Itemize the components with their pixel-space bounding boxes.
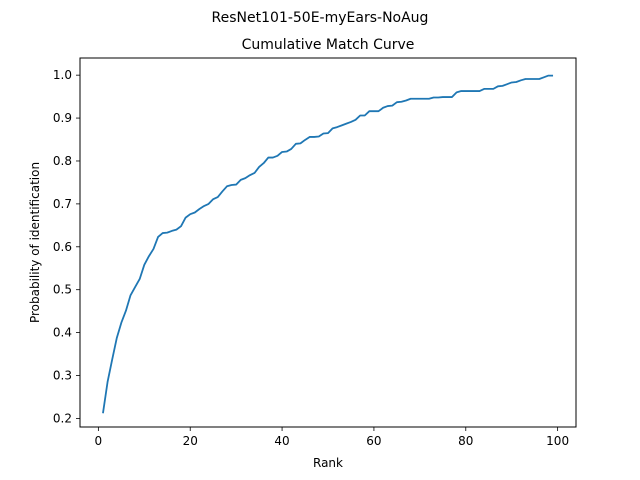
x-tick-label: 80 bbox=[458, 434, 473, 448]
x-tick-label: 0 bbox=[95, 434, 103, 448]
x-axis-ticks: 0 20 40 60 80 100 bbox=[95, 427, 569, 448]
x-axis-label: Rank bbox=[313, 456, 343, 470]
y-tick-label: 0.6 bbox=[53, 240, 72, 254]
x-tick-label: 100 bbox=[546, 434, 569, 448]
x-tick-label: 20 bbox=[183, 434, 198, 448]
y-tick-label: 1.0 bbox=[53, 68, 72, 82]
plot-area bbox=[102, 74, 554, 414]
y-tick-label: 0.2 bbox=[53, 411, 72, 425]
series-line bbox=[102, 74, 554, 414]
y-tick-label: 0.8 bbox=[53, 154, 72, 168]
x-tick-label: 60 bbox=[366, 434, 381, 448]
y-tick-label: 0.7 bbox=[53, 197, 72, 211]
y-axis-ticks: 0.2 0.3 0.4 0.5 0.6 0.7 0.8 0.9 1.0 bbox=[53, 68, 80, 425]
x-tick-label: 40 bbox=[274, 434, 289, 448]
y-axis-label: Probability of identification bbox=[28, 162, 42, 323]
axes-frame bbox=[79, 57, 577, 428]
y-tick-label: 0.9 bbox=[53, 111, 72, 125]
figure-suptitle: ResNet101-50E-myEars-NoAug bbox=[212, 10, 429, 26]
y-tick-label: 0.5 bbox=[53, 283, 72, 297]
chart-title: Cumulative Match Curve bbox=[242, 37, 415, 53]
y-tick-label: 0.3 bbox=[53, 369, 72, 383]
y-tick-label: 0.4 bbox=[53, 326, 72, 340]
